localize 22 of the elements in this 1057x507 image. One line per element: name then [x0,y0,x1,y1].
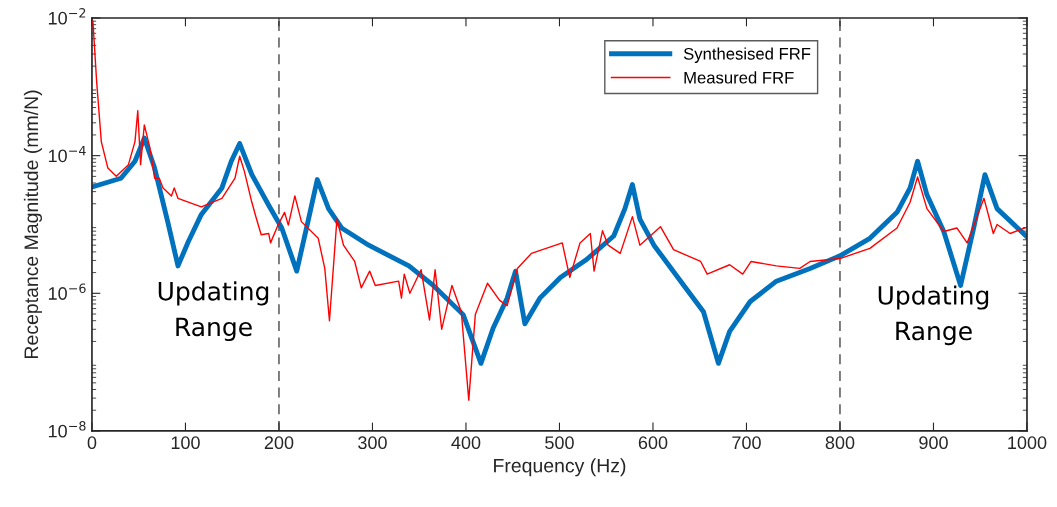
x-tick-label: 0 [87,436,97,450]
line-series [91,135,1027,366]
x-tick-label: 800 [825,436,855,450]
x-tick-label: 900 [919,436,948,450]
legend-label: Measured FRF [684,71,794,84]
annotation: Updating Range [878,285,989,346]
legend-label: Synthesised FRF [683,47,811,63]
x-tick-label: 300 [358,436,387,450]
x-tick-label: 700 [732,436,761,450]
y-tick-label: 10$^{−4}$ [48,145,86,163]
x-tick-label: 1000 [1008,436,1047,450]
y-axis-title: Receptance Magnitude (mm/N) [23,90,42,358]
x-tick-label: 600 [638,436,668,450]
annotation: Updating Range [158,281,269,342]
y-tick-label: 10$^{−8}$ [48,421,86,438]
y-tick-label: 10$^{−2}$ [48,8,86,25]
x-tick-label: 400 [451,436,481,450]
x-axis-title: Frequency (Hz) [494,458,626,477]
x-tick-label: 500 [545,436,574,450]
x-tick-label: 100 [171,436,200,450]
y-tick-label: 10$^{−6}$ [48,283,86,300]
x-tick-label: 200 [264,436,294,450]
